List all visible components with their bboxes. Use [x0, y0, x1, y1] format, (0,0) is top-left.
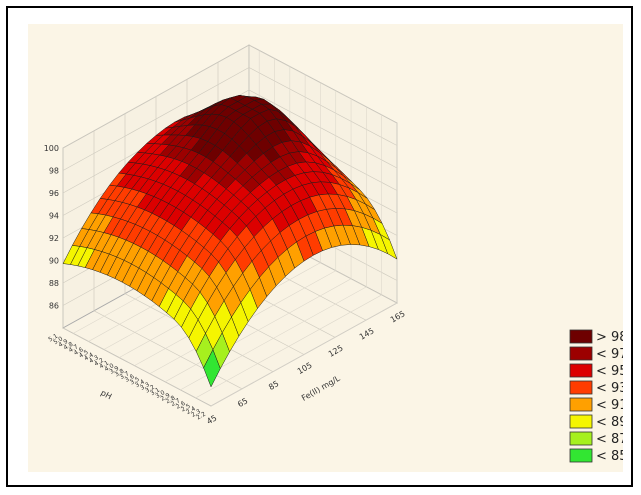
legend-label: < 85	[596, 449, 623, 464]
z-tick-label: 88	[49, 279, 59, 288]
chart-frame: 86 88 90 92 94 96 98 100 45 65 85 105 125 145 165 2.2 2.…	[6, 6, 633, 487]
x-tick-label: 65	[236, 396, 249, 409]
y-tick-label: 5.1	[47, 333, 59, 344]
x-axis-title: Fe(II) mg/L	[300, 374, 342, 403]
color-legend: > 98 < 97 < 95 < 93 < 91 < 89 < 87 < 85	[569, 329, 623, 464]
y-tick-label: 4.0	[103, 362, 115, 373]
y-tick-label: 4.1	[98, 359, 110, 370]
z-tick-label: 94	[49, 212, 59, 221]
x-gridline	[93, 130, 243, 390]
x-tick-label: 125	[327, 343, 345, 358]
y-tick-label: 4.9	[57, 338, 69, 349]
x-tick-label: 85	[267, 379, 280, 392]
z-tick-label: 90	[49, 257, 59, 266]
x-tick-label: 145	[358, 326, 376, 341]
x-gridline	[62, 148, 212, 407]
y-tick-label: 3.5	[129, 376, 141, 387]
y-gridline	[195, 114, 382, 399]
legend-swatch	[569, 448, 593, 463]
surface-chart: 868890929496981004565851051251451652.22.…	[44, 44, 623, 464]
y-tick-label: 2.2	[195, 411, 207, 422]
y-tick-label: 2.6	[175, 400, 187, 411]
y-tick-label: 4.4	[83, 351, 95, 362]
y-tick-label: 4.8	[63, 341, 75, 352]
plot-area: 86 88 90 92 94 96 98 100 45 65 85 105 125 145 165 2.2 2.…	[28, 24, 623, 472]
legend-label: < 87	[596, 432, 623, 447]
y-tick-label: 5.0	[52, 335, 64, 346]
legend-label: < 97	[596, 347, 623, 362]
legend-swatch	[569, 431, 593, 446]
x-tick-label: 165	[389, 309, 407, 324]
legend-swatch	[569, 363, 593, 378]
legend-label: > 98	[596, 330, 623, 345]
y-tick-label: 3.0	[154, 389, 166, 400]
y-tick-label: 4.6	[73, 346, 85, 357]
legend-swatch	[569, 346, 593, 361]
response-surface	[62, 95, 398, 388]
y-axis-title: pH	[99, 388, 113, 401]
legend-label: < 95	[596, 364, 623, 379]
y-tick-label: 3.4	[134, 378, 146, 389]
legend-label: < 93	[596, 381, 623, 396]
z-tick-label: 96	[49, 189, 59, 198]
y-tick-label: 2.7	[170, 397, 182, 408]
y-tick-label: 2.8	[165, 394, 177, 405]
y-tick-label: 3.7	[119, 370, 131, 381]
legend-swatch	[569, 397, 593, 412]
z-tick-label: 98	[49, 167, 59, 176]
y-tick-label: 3.8	[114, 368, 126, 379]
y-gridline	[210, 123, 398, 407]
legend-label: < 91	[596, 398, 623, 413]
legend-swatch	[569, 380, 593, 395]
surface-patch	[203, 349, 221, 388]
legend-label: < 89	[596, 415, 623, 430]
x-tick-label: 105	[296, 361, 314, 376]
y-tick-label: 4.7	[68, 343, 80, 354]
y-tick-label: 3.9	[108, 365, 120, 376]
y-tick-label: 4.3	[88, 354, 100, 365]
y-tick-label: 3.3	[139, 381, 151, 392]
y-tick-label: 4.2	[93, 357, 105, 368]
y-tick-label: 2.9	[160, 392, 172, 403]
legend-swatch	[569, 414, 593, 429]
y-gridline	[180, 106, 367, 391]
y-tick-label: 2.3	[190, 408, 202, 419]
legend-swatch	[569, 329, 593, 344]
x-tick-label: 45	[205, 413, 218, 426]
z-tick-label: 86	[49, 302, 59, 311]
y-tick-label: 3.2	[144, 384, 156, 395]
y-tick-label: 2.5	[180, 403, 192, 414]
z-tick-label: 92	[49, 234, 59, 243]
z-tick-label: 100	[44, 144, 59, 153]
y-tick-label: 3.1	[149, 386, 161, 397]
y-tick-label: 2.4	[185, 405, 197, 416]
y-tick-label: 3.6	[124, 373, 136, 384]
y-tick-label: 4.5	[78, 349, 90, 360]
